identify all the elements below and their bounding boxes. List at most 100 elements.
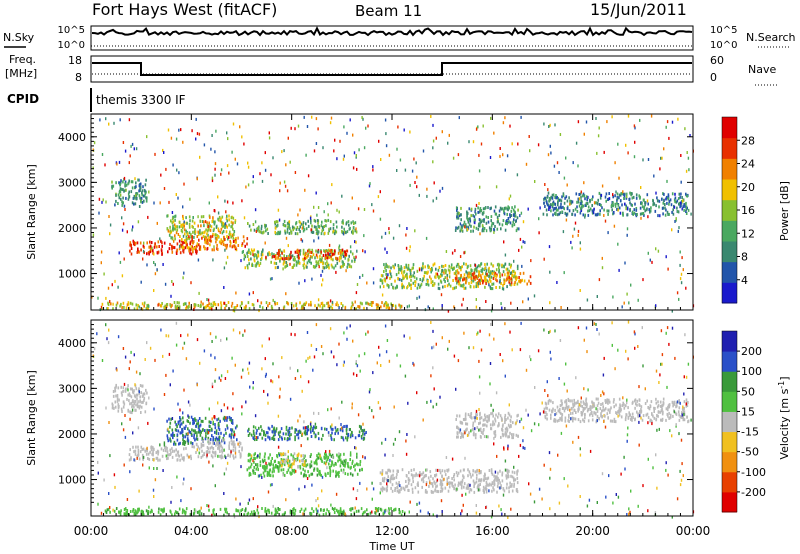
heatmap-cell	[117, 403, 120, 407]
heatmap-cell	[329, 453, 331, 457]
heatmap-cell	[493, 483, 496, 487]
scatter-cell	[93, 141, 96, 145]
heatmap-cell	[315, 264, 318, 267]
heatmap-cell	[217, 218, 220, 222]
heatmap-cell	[284, 229, 286, 233]
scatter-cell	[676, 291, 679, 295]
heatmap-cell	[576, 205, 578, 209]
colorbar-tick-label: 20	[741, 181, 755, 194]
heatmap-cell	[600, 414, 602, 418]
heatmap-cell	[513, 478, 515, 482]
heatmap-cell	[483, 490, 485, 494]
scatter-cell	[387, 273, 389, 277]
heatmap-cell	[220, 238, 223, 242]
heatmap-cell	[394, 279, 396, 283]
heatmap-cell	[122, 180, 124, 184]
heatmap-cell	[385, 269, 387, 273]
heatmap-cell	[439, 478, 442, 482]
scatter-cell	[196, 132, 199, 136]
heatmap-cell	[234, 238, 237, 242]
heatmap-cell	[112, 390, 115, 393]
heatmap-cell	[290, 465, 293, 469]
heatmap-cell	[463, 482, 466, 486]
scatter-cell	[304, 279, 306, 283]
heatmap-cell	[394, 304, 397, 308]
heatmap-cell	[161, 302, 163, 305]
heatmap-cell	[209, 243, 211, 247]
heatmap-cell	[279, 452, 282, 456]
heatmap-cell	[579, 404, 582, 408]
heatmap-cell	[283, 473, 286, 477]
heatmap-cell	[187, 427, 189, 431]
heatmap-cell	[271, 306, 274, 310]
heatmap-cell	[231, 421, 234, 425]
heatmap-cell	[111, 184, 113, 188]
heatmap-cell	[347, 462, 349, 465]
heatmap-cell	[139, 399, 141, 403]
heatmap-cell	[460, 273, 462, 277]
heatmap-cell	[319, 258, 321, 262]
heatmap-cell	[489, 279, 492, 283]
heatmap-cell	[416, 269, 419, 273]
heatmap-cell	[575, 411, 577, 414]
scatter-cell	[458, 211, 460, 215]
scatter-cell	[583, 181, 585, 185]
heatmap-cell	[507, 274, 509, 278]
heatmap-cell	[438, 276, 440, 280]
heatmap-cell	[343, 250, 345, 254]
scatter-cell	[372, 209, 375, 213]
heatmap-cell	[656, 405, 659, 409]
heatmap-cell	[347, 435, 349, 439]
heatmap-cell	[248, 452, 250, 456]
heatmap-cell	[511, 224, 514, 228]
heatmap-cell	[674, 196, 677, 200]
heatmap-cell	[466, 427, 468, 431]
heatmap-cell	[219, 441, 222, 445]
heatmap-cell	[560, 399, 563, 403]
heatmap-cell	[338, 470, 340, 474]
heatmap-cell	[191, 219, 194, 223]
heatmap-cell	[279, 259, 281, 263]
heatmap-cell	[205, 238, 207, 242]
heatmap-cell	[226, 214, 228, 218]
heatmap-cell	[323, 304, 326, 308]
heatmap-cell	[207, 238, 210, 242]
heatmap-cell	[287, 464, 290, 468]
heatmap-cell	[410, 473, 413, 477]
heatmap-cell	[582, 204, 585, 208]
heatmap-cell	[232, 435, 235, 439]
scatter-cell	[520, 115, 522, 119]
heatmap-cell	[630, 417, 632, 421]
heatmap-cell	[552, 208, 555, 212]
scatter-cell	[556, 161, 559, 165]
scatter-cell	[509, 124, 511, 128]
heatmap-cell	[365, 431, 367, 434]
heatmap-cell	[389, 477, 392, 481]
scatter-cell	[595, 201, 597, 205]
heatmap-cell	[432, 477, 434, 481]
heatmap-cell	[572, 405, 575, 409]
heatmap-cell	[422, 262, 424, 266]
scatter-cell	[220, 172, 222, 176]
scatter-cell	[463, 251, 465, 255]
heatmap-cell	[148, 457, 151, 461]
heatmap-cell	[264, 469, 266, 473]
heatmap-cell	[352, 303, 354, 307]
heatmap-cell	[430, 474, 432, 478]
heatmap-cell	[111, 186, 113, 190]
scatter-cell	[153, 261, 155, 264]
heatmap-cell	[591, 204, 593, 207]
scatter-cell	[537, 143, 540, 147]
heatmap-cell	[247, 250, 249, 254]
heatmap-cell	[498, 268, 500, 272]
scatter-cell	[406, 227, 408, 230]
heatmap-cell	[318, 437, 320, 441]
heatmap-cell	[304, 469, 306, 473]
heatmap-cell	[313, 461, 316, 465]
heatmap-cell	[501, 223, 504, 227]
heatmap-cell	[333, 438, 335, 442]
heatmap-cell	[316, 255, 319, 259]
heatmap-cell	[511, 273, 514, 277]
scatter-cell	[153, 201, 155, 205]
heatmap-cell	[310, 230, 313, 234]
